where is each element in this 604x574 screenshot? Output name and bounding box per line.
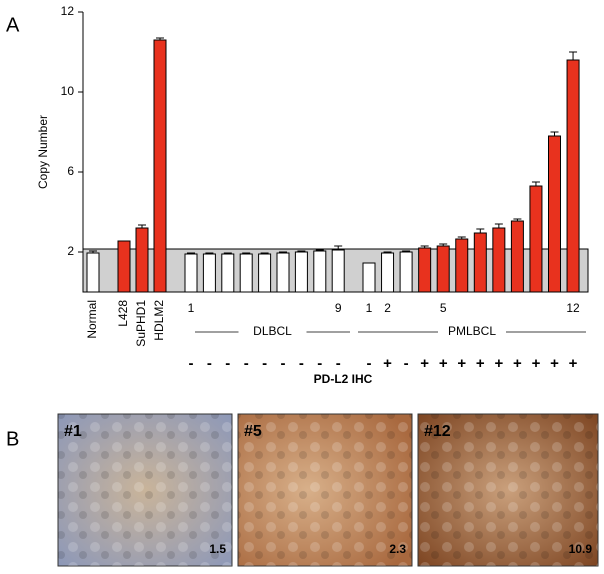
case-label: #1 [64, 423, 82, 440]
bar [510, 220, 524, 293]
bar [418, 247, 432, 293]
y-tick-label: 2 [67, 244, 74, 258]
ihc-sign: + [420, 355, 429, 372]
bar [184, 253, 198, 293]
x-tick-label: SuPHD1 [134, 300, 148, 347]
x-tick-label: 12 [566, 301, 580, 315]
y-tick-label: 12 [61, 4, 75, 18]
case-label: #12 [424, 423, 451, 440]
ihc-sign: - [189, 355, 194, 372]
bar [331, 249, 345, 293]
bar [202, 253, 216, 293]
y-tick-label: 10 [61, 84, 75, 98]
bar [436, 245, 450, 293]
ihc-sign: - [317, 355, 322, 372]
panel-label: B [6, 428, 19, 450]
ihc-sign: + [513, 355, 522, 372]
ihc-sign: + [569, 355, 578, 372]
bar [566, 59, 580, 293]
ihc-sign: - [225, 355, 230, 372]
micrograph-texture [418, 414, 598, 566]
bar [294, 251, 308, 293]
ihc-sign: - [367, 355, 372, 372]
ihc-sign: - [336, 355, 341, 372]
ihc-sign: + [383, 355, 392, 372]
ihc-sign: + [550, 355, 559, 372]
ihc-sign: + [532, 355, 541, 372]
bar [239, 253, 253, 293]
bar [529, 185, 543, 293]
bar [399, 251, 413, 293]
ihc-label: PD-L2 IHC [314, 372, 373, 386]
panel-label: A [6, 14, 20, 36]
bar [381, 252, 395, 293]
bar [492, 227, 506, 293]
x-tick-label: 1 [188, 301, 195, 315]
micrographs: #1 1.5 #5 2.3 #12 10.9 [57, 413, 599, 567]
bar [362, 262, 376, 293]
bar [117, 240, 131, 293]
x-tick-label: 5 [440, 301, 447, 315]
bar [258, 253, 272, 293]
bar [135, 227, 149, 293]
x-tick-label: L428 [116, 300, 130, 327]
bar [276, 252, 290, 293]
x-tick-label: 9 [335, 301, 342, 315]
bar [548, 135, 561, 293]
ihc-sign: - [244, 355, 249, 372]
micrograph-texture [58, 414, 232, 566]
ihc-sign: - [262, 355, 267, 372]
ihc-sign: - [404, 355, 409, 372]
group-label: PMLBCL [448, 324, 496, 338]
case-label: #5 [244, 423, 262, 440]
bar [313, 250, 327, 293]
y-tick-label: 6 [67, 164, 74, 178]
ihc-sign: - [281, 355, 286, 372]
ihc-sign: + [457, 355, 466, 372]
x-tick-label: HDLM2 [152, 300, 166, 341]
micrograph-texture [238, 414, 412, 566]
ihc-sign: + [439, 355, 448, 372]
ihc-sign: + [476, 355, 485, 372]
y-axis-label: Copy Number [36, 115, 50, 189]
ihc-sign: - [299, 355, 304, 372]
ihc-sign: - [207, 355, 212, 372]
bar [153, 39, 167, 293]
bar [221, 253, 235, 293]
x-tick-label: 2 [384, 301, 391, 315]
bar [473, 232, 487, 293]
ihc-sign: + [494, 355, 503, 372]
copy-number: 1.5 [209, 542, 226, 556]
bar [455, 238, 469, 293]
bar [86, 252, 100, 293]
copy-number: 10.9 [569, 542, 593, 556]
copy-number: 2.3 [389, 542, 406, 556]
group-label: DLBCL [253, 324, 292, 338]
x-tick-label: Normal [85, 300, 99, 339]
x-tick-label: 1 [366, 301, 373, 315]
